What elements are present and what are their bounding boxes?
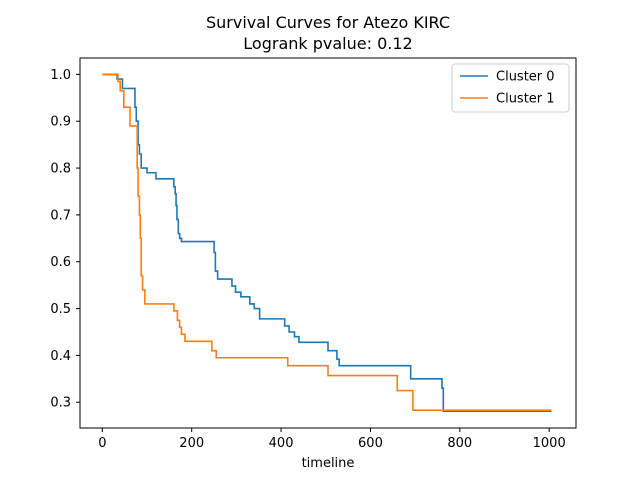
axes-frame	[79, 57, 577, 429]
series-line-cluster-1	[102, 73, 552, 411]
y-tick-label: 0.9	[50, 115, 71, 130]
y-tick-label: 0.8	[50, 162, 71, 177]
x-axis-label: timeline	[302, 456, 355, 471]
y-axis-ticks: 0.3 0.4 0.5 0.6 0.7 0.8 0.9 1.0	[50, 68, 80, 411]
chart-subtitle: Logrank pvalue: 0.12	[243, 34, 412, 53]
x-axis-ticks: 0 200 400 600 800 1000	[98, 428, 566, 451]
plot-area	[79, 57, 577, 429]
y-tick-label: 0.7	[50, 208, 71, 223]
legend-label-cluster-1: Cluster 1	[496, 92, 555, 107]
y-tick-label: 0.4	[50, 349, 71, 364]
x-tick-label: 200	[179, 436, 204, 451]
x-tick-label: 400	[269, 436, 294, 451]
y-tick-label: 0.3	[50, 396, 71, 411]
x-tick-label: 800	[447, 436, 472, 451]
chart-title: Survival Curves for Atezo KIRC	[206, 13, 450, 32]
series-line-cluster-0	[102, 73, 552, 412]
x-tick-label: 600	[358, 436, 383, 451]
x-tick-label: 1000	[533, 436, 566, 451]
series-layer	[102, 73, 552, 412]
legend-label-cluster-0: Cluster 0	[496, 70, 555, 85]
y-tick-label: 0.6	[50, 255, 71, 270]
y-tick-label: 0.5	[50, 302, 71, 317]
x-tick-label: 0	[98, 436, 106, 451]
legend: Cluster 0 Cluster 1	[451, 63, 570, 113]
y-tick-label: 1.0	[50, 68, 71, 83]
